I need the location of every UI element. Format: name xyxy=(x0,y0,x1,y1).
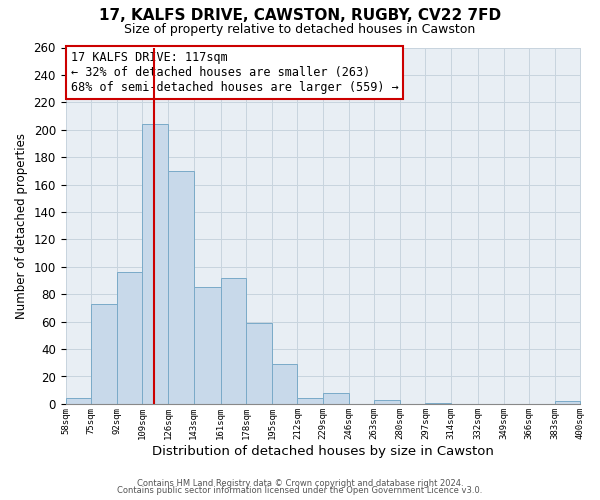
Text: 17 KALFS DRIVE: 117sqm
← 32% of detached houses are smaller (263)
68% of semi-de: 17 KALFS DRIVE: 117sqm ← 32% of detached… xyxy=(71,51,398,94)
Bar xyxy=(555,401,580,404)
Y-axis label: Number of detached properties: Number of detached properties xyxy=(15,132,28,318)
Bar xyxy=(247,323,272,404)
Bar xyxy=(65,398,91,404)
Text: 17, KALFS DRIVE, CAWSTON, RUGBY, CV22 7FD: 17, KALFS DRIVE, CAWSTON, RUGBY, CV22 7F… xyxy=(99,8,501,22)
Text: Size of property relative to detached houses in Cawston: Size of property relative to detached ho… xyxy=(124,22,476,36)
Bar xyxy=(374,400,400,404)
Bar xyxy=(117,272,142,404)
Text: Contains HM Land Registry data © Crown copyright and database right 2024.: Contains HM Land Registry data © Crown c… xyxy=(137,478,463,488)
Bar xyxy=(168,171,194,404)
Bar xyxy=(272,364,298,404)
Bar xyxy=(194,288,221,404)
Bar xyxy=(425,402,451,404)
Bar xyxy=(298,398,323,404)
Bar xyxy=(323,393,349,404)
X-axis label: Distribution of detached houses by size in Cawston: Distribution of detached houses by size … xyxy=(152,444,494,458)
Bar xyxy=(221,278,247,404)
Bar xyxy=(142,124,168,404)
Text: Contains public sector information licensed under the Open Government Licence v3: Contains public sector information licen… xyxy=(118,486,482,495)
Bar xyxy=(91,304,117,404)
